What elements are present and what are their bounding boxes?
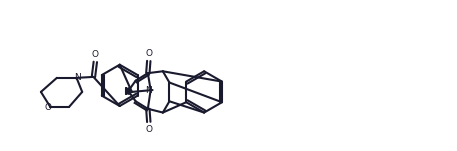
Text: N: N xyxy=(145,85,152,95)
Text: O: O xyxy=(145,49,152,58)
Text: N: N xyxy=(74,73,80,82)
Text: O: O xyxy=(145,125,152,134)
Text: O: O xyxy=(92,50,99,59)
Text: O: O xyxy=(45,103,52,112)
